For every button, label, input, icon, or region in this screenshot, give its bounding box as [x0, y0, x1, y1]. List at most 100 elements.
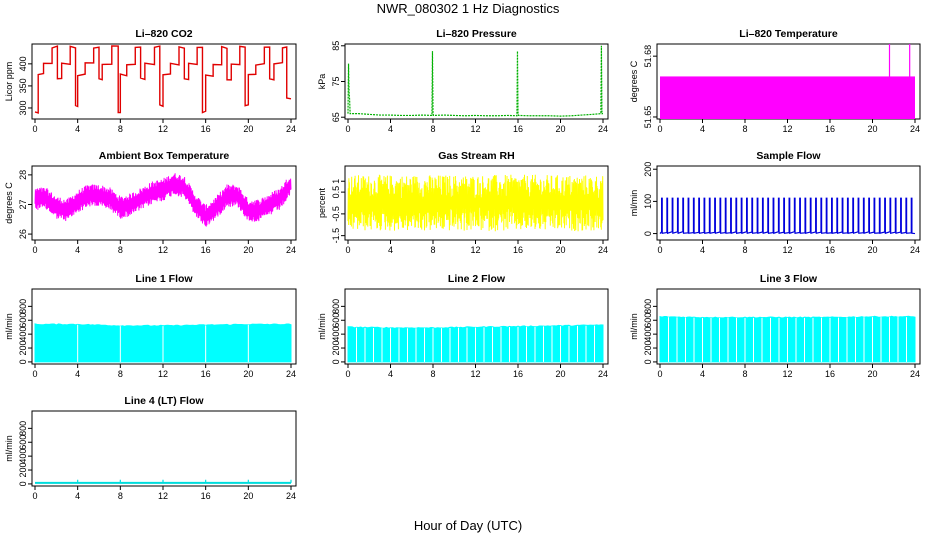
x-tick-label: 16 — [201, 369, 211, 379]
panel-title: Li–820 Temperature — [739, 28, 838, 40]
y-tick-label: 26 — [18, 229, 28, 239]
y-axis-label: percent — [317, 187, 327, 218]
y-tick-label: 800 — [331, 299, 341, 314]
x-tick-label: 8 — [742, 369, 747, 379]
x-tick-label: 4 — [700, 124, 705, 134]
x-tick-label: 20 — [867, 245, 877, 255]
series-line — [659, 197, 916, 235]
y-tick-label: 400 — [643, 327, 653, 342]
series-8 — [347, 324, 604, 363]
series-line — [34, 45, 292, 114]
y-tick-label: 800 — [18, 421, 28, 436]
x-tick-label: 4 — [388, 369, 393, 379]
y-tick-label: 300 — [18, 100, 28, 115]
x-tick-label: 8 — [118, 491, 123, 501]
y-axis-label: ml/min — [317, 313, 327, 340]
x-tick-label: 20 — [243, 124, 253, 134]
y-axis-label: ml/min — [4, 435, 14, 462]
series-2 — [347, 45, 603, 117]
x-tick-label: 4 — [75, 124, 80, 134]
y-tick-label: 0.5 — [331, 186, 341, 199]
y-tick-label: 800 — [643, 299, 653, 314]
panel-title: Line 1 Flow — [135, 273, 193, 285]
y-tick-label: 65 — [331, 112, 341, 122]
x-tick-label: 4 — [75, 369, 80, 379]
x-tick-label: 0 — [32, 124, 37, 134]
y-tick-label: 200 — [18, 341, 28, 356]
panel-title: Li–820 CO2 — [135, 28, 192, 40]
series-5 — [347, 174, 604, 232]
x-tick-label: 16 — [201, 491, 211, 501]
y-tick-label: 0 — [643, 231, 653, 236]
y-axis-label: degrees C — [4, 182, 14, 224]
x-tick-label: 12 — [158, 491, 168, 501]
y-axis-label: ml/min — [629, 190, 639, 217]
x-tick-label: 24 — [286, 124, 296, 134]
plot-frame — [656, 288, 921, 365]
x-tick-label: 8 — [430, 245, 435, 255]
x-tick-label: 12 — [782, 124, 792, 134]
panel-title: Line 4 (LT) Flow — [124, 395, 204, 407]
y-tick-label: 400 — [18, 56, 28, 71]
plot-frame — [344, 288, 609, 365]
x-tick-label: 16 — [513, 369, 523, 379]
y-tick-label: 800 — [18, 299, 28, 314]
plot-frame — [31, 410, 297, 487]
panel-5: Gas Stream RH 0 4 8 12 16 20 24 -1.5 -0.5 0.5 1 perc… — [317, 150, 609, 255]
x-tick-label: 24 — [286, 245, 296, 255]
y-tick-label: 85 — [331, 41, 341, 51]
x-tick-label: 8 — [118, 124, 123, 134]
y-tick-label: 600 — [331, 313, 341, 328]
y-tick-label: 51.65 — [643, 106, 653, 129]
x-tick-label: 0 — [345, 245, 350, 255]
x-tick-label: 4 — [700, 245, 705, 255]
x-tick-label: 24 — [598, 124, 608, 134]
panel-title: Li–820 Pressure — [436, 28, 517, 40]
panel-2: Li–820 Pressure 0 4 8 12 16 20 24 65 75 85 kPa — [317, 28, 609, 134]
plot-frame — [344, 43, 609, 120]
x-tick-label: 8 — [742, 245, 747, 255]
x-tick-label: 24 — [286, 369, 296, 379]
plot-frame — [31, 165, 297, 241]
y-tick-label: 0 — [331, 359, 341, 364]
y-axis-label: Licor ppm — [4, 62, 14, 102]
y-tick-label: 200 — [643, 341, 653, 356]
x-tick-label: 24 — [598, 245, 608, 255]
y-tick-label: 51.68 — [643, 45, 653, 68]
x-tick-label: 0 — [32, 245, 37, 255]
x-tick-label: 12 — [470, 124, 480, 134]
plot-frame — [656, 165, 921, 241]
x-tick-label: 20 — [867, 369, 877, 379]
x-tick-label: 4 — [700, 369, 705, 379]
x-tick-label: 16 — [513, 245, 523, 255]
x-tick-label: 20 — [243, 369, 253, 379]
x-tick-label: 4 — [75, 245, 80, 255]
x-tick-label: 0 — [657, 369, 662, 379]
x-tick-label: 4 — [388, 124, 393, 134]
y-tick-label: 600 — [643, 313, 653, 328]
x-tick-label: 12 — [782, 245, 792, 255]
panel-6: Sample Flow 0 4 8 12 16 20 24 0 100 200 ml/min — [629, 150, 921, 255]
x-tick-label: 24 — [286, 491, 296, 501]
x-tick-label: 16 — [825, 369, 835, 379]
x-tick-label: 24 — [910, 124, 920, 134]
plot-frame — [31, 288, 297, 365]
y-tick-label: 100 — [643, 194, 653, 209]
x-tick-label: 8 — [742, 124, 747, 134]
panel-title: Line 2 Flow — [448, 273, 506, 285]
x-tick-label: 20 — [867, 124, 877, 134]
panel-10: Line 4 (LT) Flow 0 4 8 12 16 20 24 0 200400600800… — [4, 395, 297, 501]
x-tick-label: 16 — [513, 124, 523, 134]
x-tick-label: 8 — [118, 245, 123, 255]
x-tick-label: 20 — [243, 491, 253, 501]
x-tick-label: 4 — [75, 491, 80, 501]
y-tick-label: 400 — [18, 327, 28, 342]
x-tick-label: 12 — [158, 124, 168, 134]
x-tick-label: 8 — [430, 369, 435, 379]
x-tick-label: 16 — [825, 124, 835, 134]
x-tick-label: 16 — [201, 245, 211, 255]
x-tick-label: 24 — [910, 369, 920, 379]
x-tick-label: 0 — [32, 369, 37, 379]
